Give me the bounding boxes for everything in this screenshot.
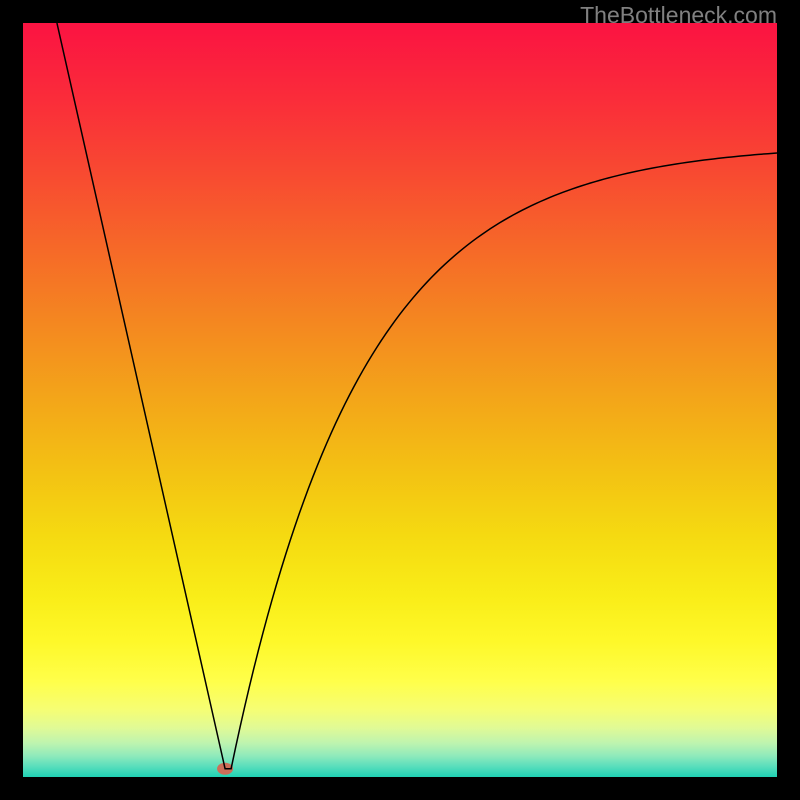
- plot-area: [23, 23, 777, 777]
- chart-container: TheBottleneck.com: [0, 0, 800, 800]
- watermark-text: TheBottleneck.com: [580, 2, 777, 29]
